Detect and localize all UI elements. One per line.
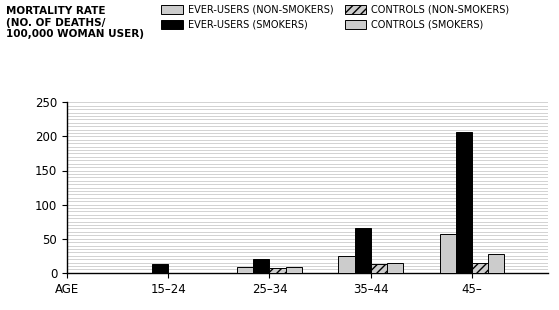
Bar (253, 259, 269, 273)
Bar (456, 132, 472, 273)
Bar (439, 234, 456, 273)
Bar (237, 267, 253, 273)
Bar (371, 264, 387, 273)
Bar (387, 263, 403, 273)
Bar (152, 264, 168, 273)
Text: MORTALITY RATE
(NO. OF DEATHS/
100,000 WOMAN USER): MORTALITY RATE (NO. OF DEATHS/ 100,000 W… (6, 6, 144, 39)
Bar (354, 228, 371, 273)
Bar (488, 254, 504, 273)
Bar (286, 267, 302, 273)
Bar (338, 256, 354, 273)
Legend: EVER-USERS (NON-SMOKERS), EVER-USERS (SMOKERS), CONTROLS (NON-SMOKERS), CONTROLS: EVER-USERS (NON-SMOKERS), EVER-USERS (SM… (162, 5, 509, 30)
Bar (269, 268, 286, 273)
Bar (472, 263, 488, 273)
